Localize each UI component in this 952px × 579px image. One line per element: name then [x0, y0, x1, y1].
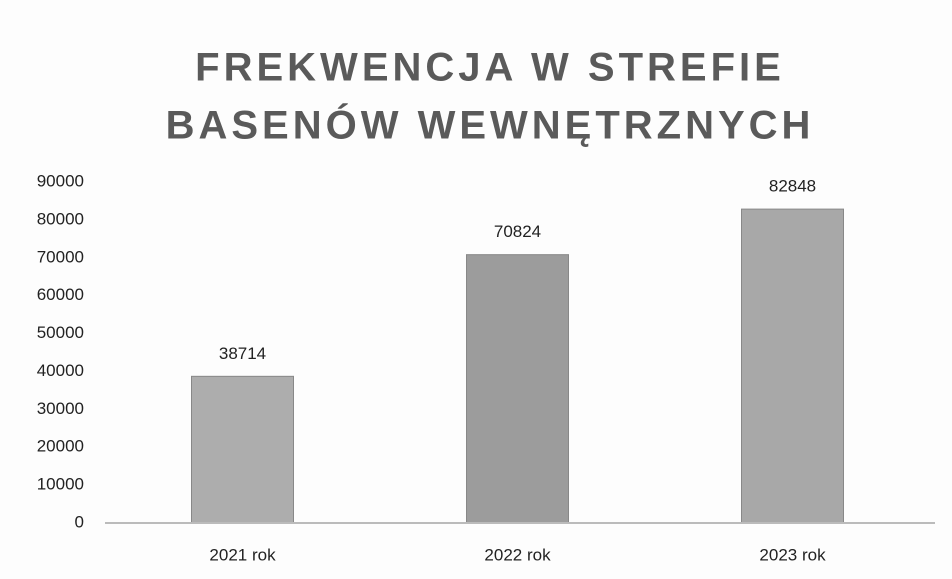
data-label: 38714: [219, 344, 266, 363]
bar: [466, 254, 569, 524]
y-tick-label: 80000: [37, 209, 84, 228]
bar: [741, 208, 844, 524]
y-tick-label: 10000: [37, 475, 84, 494]
data-label: 70824: [494, 222, 541, 241]
y-tick-label: 20000: [37, 437, 84, 456]
data-label: 82848: [769, 177, 816, 196]
y-tick-label: 30000: [37, 399, 84, 418]
bar: [191, 375, 294, 524]
y-tick-label: 0: [75, 512, 84, 531]
y-tick-label: 50000: [37, 323, 84, 342]
x-tick-label: 2022 rok: [484, 545, 551, 564]
x-tick-label: 2023 rok: [759, 545, 826, 564]
x-tick-label: 2021 rok: [209, 545, 276, 564]
chart-title: BASENÓW WEWNĘTRZNYCH: [166, 102, 815, 148]
chart-title: FREKWENCJA W STREFIE: [195, 46, 785, 90]
y-tick-label: 90000: [37, 171, 84, 190]
y-tick-label: 70000: [37, 247, 84, 266]
y-tick-label: 40000: [37, 361, 84, 380]
y-tick-label: 60000: [37, 285, 84, 304]
